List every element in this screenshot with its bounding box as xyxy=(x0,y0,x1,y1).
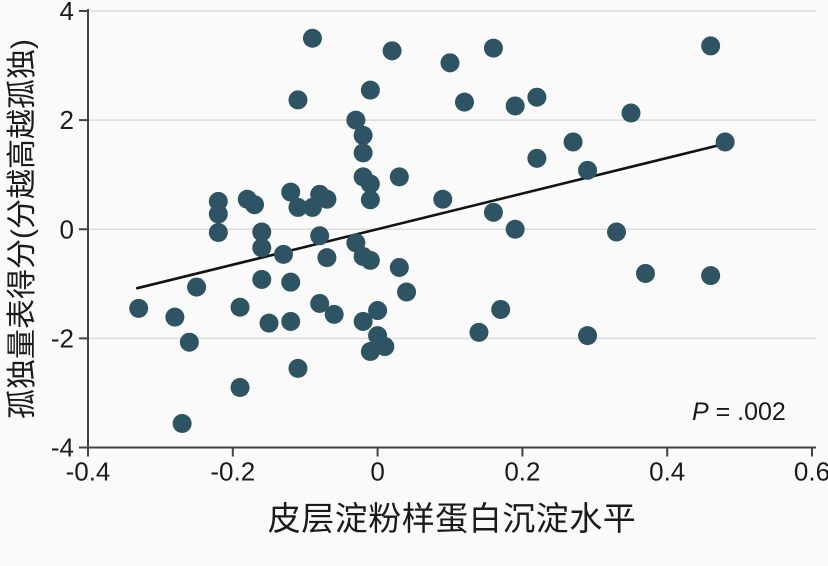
scatter-point xyxy=(433,189,453,209)
scatter-point xyxy=(505,96,525,116)
tick-labels: 4 2 0 -2 -4-0.4 -0.2 0 0.2 0.4 0.6 xyxy=(51,0,828,487)
scatter-point xyxy=(252,238,272,258)
scatter-point xyxy=(172,413,192,433)
scatter-point xyxy=(360,80,380,100)
x-tick-label: 0.2 xyxy=(504,457,540,487)
scatter-point xyxy=(187,277,207,297)
scatter-point xyxy=(281,182,301,202)
scatter-point xyxy=(360,190,380,210)
scatter-point xyxy=(635,263,655,283)
scatter-point xyxy=(353,125,373,145)
scatter-point xyxy=(288,90,308,110)
scatter-point xyxy=(281,272,301,292)
scatter-point xyxy=(397,282,417,302)
scatter-point xyxy=(715,132,735,152)
x-tick-label: 0 xyxy=(370,457,384,487)
scatter-point xyxy=(230,377,250,397)
p-value-annotation: P = .002 xyxy=(692,398,786,426)
scatter-point xyxy=(563,132,583,152)
scatter-point xyxy=(389,257,409,277)
x-tick-label: -0.4 xyxy=(66,457,111,487)
y-tick-label: -2 xyxy=(51,323,74,353)
scatter-point xyxy=(324,304,344,324)
scatter-point xyxy=(317,248,337,268)
y-tick-label: 0 xyxy=(60,214,74,244)
scatter-point xyxy=(353,143,373,163)
scatter-point xyxy=(491,299,511,319)
scatter-point xyxy=(302,28,322,48)
scatter-point xyxy=(208,204,228,224)
scatter-point xyxy=(360,250,380,270)
scatter-point xyxy=(252,269,272,289)
scatter-points xyxy=(129,28,735,433)
scatter-point xyxy=(179,332,199,352)
scatter-point xyxy=(288,197,308,217)
scatter-point xyxy=(288,358,308,378)
scatter-point xyxy=(281,311,301,331)
x-axis-title: 皮层淀粉样蛋白沉淀水平 xyxy=(268,500,637,537)
scatter-point xyxy=(245,195,265,215)
scatter-point xyxy=(375,337,395,357)
scatter-point xyxy=(353,311,373,331)
scatter-point xyxy=(527,87,547,107)
scatter-point xyxy=(527,148,547,168)
x-tick-label: -0.2 xyxy=(210,457,255,487)
scatter-point xyxy=(360,341,380,361)
y-tick-label: 2 xyxy=(60,105,74,135)
scatter-point xyxy=(578,326,598,346)
scatter-point xyxy=(701,36,721,56)
scatter-point xyxy=(505,219,525,239)
scatter-point xyxy=(440,53,460,73)
scatter-point xyxy=(607,222,627,242)
scatter-point xyxy=(165,307,185,327)
regression-line xyxy=(135,141,730,290)
scatter-point xyxy=(259,313,279,333)
gridlines xyxy=(88,10,816,340)
scatter-point xyxy=(382,41,402,61)
scatter-point xyxy=(310,226,330,246)
scatter-point xyxy=(368,301,388,321)
scatter-point xyxy=(252,222,272,242)
scatter-point xyxy=(701,266,721,286)
scatter-point xyxy=(483,202,503,222)
scatter-point xyxy=(389,167,409,187)
scatter-point xyxy=(208,223,228,243)
scatter-point xyxy=(360,174,380,194)
y-tick-label: -4 xyxy=(51,433,74,463)
trend-line-group xyxy=(135,141,730,290)
tick-marks xyxy=(79,10,813,457)
scatter-point xyxy=(230,297,250,317)
y-tick-label: 4 xyxy=(60,0,74,26)
x-tick-label: 0.6 xyxy=(794,457,828,487)
scatter-point xyxy=(346,110,366,130)
scatter-point xyxy=(310,293,330,313)
y-axis-title: 孤独量表得分(分越高越孤独) xyxy=(6,39,39,419)
x-tick-label: 0.4 xyxy=(649,457,685,487)
scatter-point xyxy=(317,189,337,209)
scatter-point xyxy=(621,103,641,123)
scatter-point xyxy=(273,244,293,264)
scatter-point xyxy=(578,160,598,180)
scatter-point xyxy=(454,92,474,112)
scatter-point xyxy=(483,38,503,58)
scatter-point xyxy=(129,298,149,318)
scatter-point xyxy=(469,322,489,342)
